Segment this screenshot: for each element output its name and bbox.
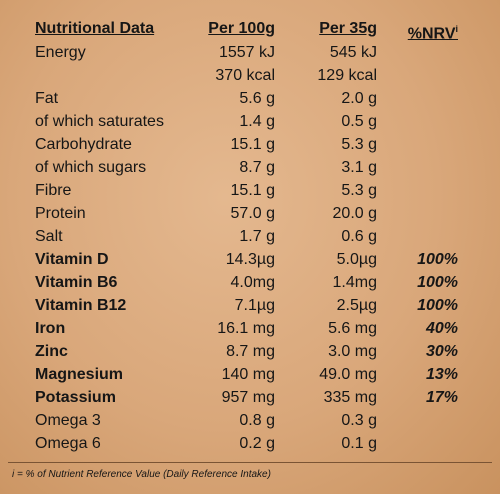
nutrient-label: Energy <box>35 44 86 61</box>
nutrient-label: Vitamin B6 <box>35 274 118 291</box>
note-mark: i <box>455 24 458 34</box>
per-100g-value: 14.3µg <box>225 251 275 268</box>
per-100g-value: 15.1 g <box>230 136 275 153</box>
per-35g-value: 3.1 g <box>341 159 377 176</box>
per-35g-value: 5.3 g <box>341 136 377 153</box>
column-header: Per 35g <box>277 19 377 39</box>
per-35g-value: 2.0 g <box>341 90 377 107</box>
per-35g-value: 0.6 g <box>341 228 377 245</box>
nrv-value: 100% <box>417 297 458 314</box>
nrv-value: 30% <box>425 343 458 360</box>
nutrient-label: Salt <box>35 228 63 245</box>
per-100g-value: 57.0 g <box>230 205 275 222</box>
per-100g-value: 0.2 g <box>239 435 275 452</box>
per-35g-value: 5.6 mg <box>328 320 377 337</box>
per-100g-value: 7.1µg <box>234 297 275 314</box>
nrv-value: 100% <box>417 251 458 268</box>
column-header-text: Per 100g <box>208 20 275 37</box>
per-100g-value: 1.4 g <box>239 113 275 130</box>
per-35g-value: 1.4mg <box>332 274 377 291</box>
divider <box>8 462 492 463</box>
column-header-text: Per 35g <box>319 20 377 37</box>
nrv-value: 100% <box>417 274 458 291</box>
per-100g-value: 15.1 g <box>230 182 275 199</box>
per-35g-value: 129 kcal <box>317 67 377 84</box>
per-35g-value: 0.3 g <box>341 412 377 429</box>
per-100g-value: 0.8 g <box>239 412 275 429</box>
nutrient-label: Potassium <box>35 389 116 406</box>
per-100g-value: 1.7 g <box>239 228 275 245</box>
nutrient-label: Zinc <box>35 343 68 360</box>
per-35g-value: 3.0 mg <box>328 343 377 360</box>
per-35g-value: 5.0µg <box>336 251 377 268</box>
per-100g-value: 4.0mg <box>230 274 275 291</box>
nutrient-label: Omega 6 <box>35 435 101 452</box>
nrv-value: 13% <box>425 366 458 383</box>
per-35g-value: 335 mg <box>323 389 377 406</box>
nutrient-label: Fat <box>35 90 59 107</box>
column-header-text: Nutritional Data <box>35 20 155 37</box>
footnote: i = % of Nutrient Reference Value (Daily… <box>12 469 271 480</box>
per-100g-value: 140 mg <box>221 366 275 383</box>
per-100g-value: 370 kcal <box>215 67 275 84</box>
nutrient-label: Omega 3 <box>35 412 101 429</box>
nutrient-label: Protein <box>35 205 86 222</box>
per-100g-value: 16.1 mg <box>217 320 275 337</box>
per-100g-value: 5.6 g <box>239 90 275 107</box>
per-100g-value: 8.7 g <box>239 159 275 176</box>
column-header: Nutritional Data <box>35 19 235 39</box>
per-100g-value: 1557 kJ <box>218 44 275 61</box>
per-35g-value: 0.5 g <box>341 113 377 130</box>
nutrient-label: Fibre <box>35 182 72 199</box>
per-35g-value: 49.0 mg <box>319 366 377 383</box>
per-35g-value: 545 kJ <box>329 44 377 61</box>
column-header: %NRVi <box>360 19 458 44</box>
per-35g-value: 5.3 g <box>341 182 377 199</box>
nrv-value: 17% <box>425 389 458 406</box>
nrv-value: 40% <box>425 320 458 337</box>
column-header: Per 100g <box>175 19 275 39</box>
column-header-text: %NRV <box>407 25 456 43</box>
per-35g-value: 20.0 g <box>332 205 377 222</box>
nutrient-label: of which saturates <box>35 113 164 130</box>
per-35g-value: 2.5µg <box>336 297 377 314</box>
nutrient-label: Iron <box>35 320 66 337</box>
per-100g-value: 8.7 mg <box>226 343 275 360</box>
nutrient-label: Magnesium <box>35 366 124 383</box>
nutrient-label: Carbohydrate <box>35 136 132 153</box>
per-100g-value: 957 mg <box>221 389 275 406</box>
nutrient-label: of which sugars <box>35 159 147 176</box>
nutrient-label: Vitamin B12 <box>35 297 127 314</box>
per-35g-value: 0.1 g <box>341 435 377 452</box>
nutrient-label: Vitamin D <box>35 251 109 268</box>
